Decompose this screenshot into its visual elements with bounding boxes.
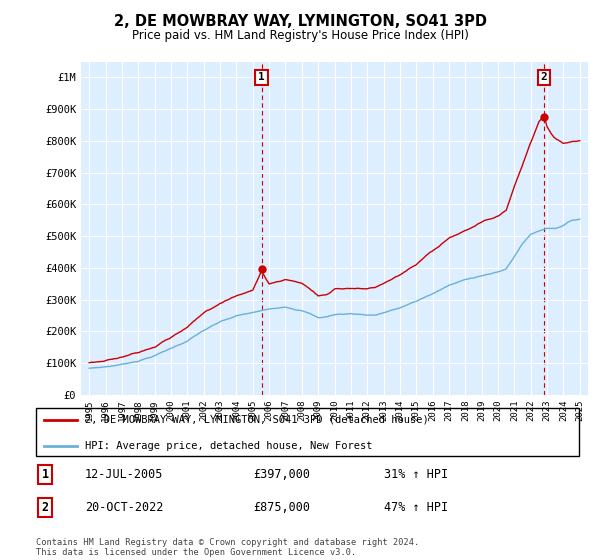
Text: Price paid vs. HM Land Registry's House Price Index (HPI): Price paid vs. HM Land Registry's House … [131,29,469,42]
Text: 12-JUL-2005: 12-JUL-2005 [85,468,163,482]
Text: 20-OCT-2022: 20-OCT-2022 [85,501,163,514]
Text: 31% ↑ HPI: 31% ↑ HPI [383,468,448,482]
Text: HPI: Average price, detached house, New Forest: HPI: Average price, detached house, New … [85,441,373,451]
Text: 2, DE MOWBRAY WAY, LYMINGTON, SO41 3PD (detached house): 2, DE MOWBRAY WAY, LYMINGTON, SO41 3PD (… [85,415,428,425]
Text: 1: 1 [41,468,49,482]
Text: 2: 2 [41,501,49,514]
Text: Contains HM Land Registry data © Crown copyright and database right 2024.
This d: Contains HM Land Registry data © Crown c… [36,538,419,557]
Text: 2, DE MOWBRAY WAY, LYMINGTON, SO41 3PD: 2, DE MOWBRAY WAY, LYMINGTON, SO41 3PD [113,14,487,29]
Text: £397,000: £397,000 [253,468,310,482]
Text: 1: 1 [258,72,265,82]
Text: £875,000: £875,000 [253,501,310,514]
Text: 47% ↑ HPI: 47% ↑ HPI [383,501,448,514]
Text: 2: 2 [541,72,547,82]
